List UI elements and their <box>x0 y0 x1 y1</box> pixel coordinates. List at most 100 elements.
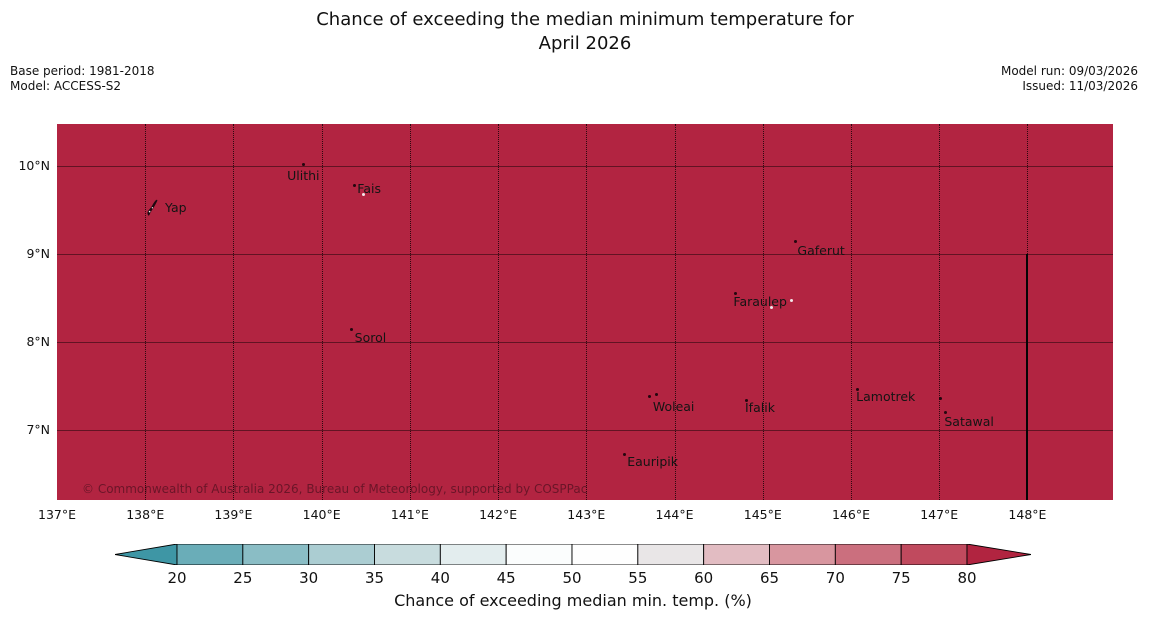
island-label: Satawal <box>944 413 994 429</box>
island-label: Woleai <box>652 399 695 415</box>
island-label: Faraulep <box>733 294 787 310</box>
longitude-gridline <box>409 124 411 500</box>
colorbar-segment <box>769 543 836 566</box>
colorbar-tick-label: 25 <box>233 569 253 587</box>
island-marker-dot <box>350 327 354 331</box>
state-boundary-line <box>1026 254 1029 500</box>
colorbar-segment <box>900 543 968 566</box>
island-marker-dot <box>352 184 356 188</box>
latitude-gridline <box>57 254 1113 256</box>
longitude-gridline <box>586 124 588 500</box>
longitude-tick-label: 144°E <box>655 507 694 522</box>
latitude-tick-label: 8°N <box>26 334 50 350</box>
longitude-tick-label: 139°E <box>214 507 253 522</box>
colorbar-segment <box>834 543 902 566</box>
longitude-tick-label: 147°E <box>920 507 959 522</box>
colorbar-segment <box>571 543 639 566</box>
colorbar-tick-label: 50 <box>562 569 582 587</box>
island-marker-dot <box>648 394 652 398</box>
colorbar-tick-label: 60 <box>694 569 714 587</box>
island-marker-dot <box>744 398 748 402</box>
latitude-gridline <box>57 166 1113 168</box>
island-label: Eauripik <box>627 454 678 470</box>
latitude-axis: 10°N 9°N 8°N 7°N <box>0 124 50 500</box>
islet-dot <box>655 392 659 396</box>
longitude-axis: 137°E 138°E 139°E 140°E 141°E 142°E 143°E 144°E… <box>38 507 1113 527</box>
island-label: Ifalik <box>745 400 775 416</box>
latitude-tick-label: 7°N <box>26 422 50 438</box>
islet-dot <box>361 192 365 196</box>
longitude-tick-label: 141°E <box>390 507 429 522</box>
longitude-tick-label: 146°E <box>831 507 870 522</box>
model-info: Base period: 1981-2018 Model: ACCESS-S2 <box>10 64 155 94</box>
colorbar-tick-label: 30 <box>299 569 319 587</box>
page-title: Chance of exceeding the median minimum t… <box>57 8 1113 56</box>
colorbar-segment <box>505 543 573 566</box>
copyright-text: © Commonwealth of Australia 2026, Bureau… <box>82 482 588 496</box>
longitude-gridline <box>145 124 147 500</box>
island-marker-dot <box>622 452 626 456</box>
islet-dot <box>770 305 774 309</box>
latitude-gridline <box>57 342 1113 344</box>
islet-dot <box>790 299 794 303</box>
island-marker-dot <box>793 240 797 244</box>
longitude-gridline <box>498 124 500 500</box>
colorbar <box>114 543 1032 566</box>
colorbar-segment <box>176 543 244 566</box>
longitude-tick-label: 142°E <box>479 507 518 522</box>
colorbar-right-arrow <box>966 543 1032 566</box>
latitude-tick-label: 10°N <box>18 158 50 174</box>
island-marker-dot <box>943 411 947 415</box>
colorbar-segment <box>308 543 375 566</box>
model-run-text: Model run: 09/03/2026 <box>1000 64 1138 78</box>
colorbar-tick-label: 40 <box>430 569 450 587</box>
yap-island-icon <box>147 199 158 216</box>
colorbar-tick-label: 45 <box>496 569 516 587</box>
title-line-1: Chance of exceeding the median minimum t… <box>316 9 854 30</box>
model-name-text: Model: ACCESS-S2 <box>10 79 122 93</box>
map-canvas: © Commonwealth of Australia 2026, Bureau… <box>57 124 1113 500</box>
longitude-gridline <box>321 124 323 500</box>
colorbar-tick-label: 65 <box>759 569 780 587</box>
island-marker-dot <box>733 291 737 295</box>
colorbar-segment <box>374 543 441 566</box>
longitude-tick-label: 140°E <box>302 507 341 522</box>
colorbar-tick-label: 20 <box>167 569 187 587</box>
issued-text: Issued: 11/03/2026 <box>1022 79 1138 93</box>
islet-dot <box>939 397 943 401</box>
longitude-tick-label: 143°E <box>567 507 606 522</box>
base-period-text: Base period: 1981-2018 <box>10 64 155 78</box>
colorbar-tick-label: 80 <box>957 569 977 587</box>
colorbar-left-arrow <box>114 543 178 566</box>
longitude-tick-label: 148°E <box>1008 507 1047 522</box>
longitude-tick-label: 138°E <box>126 507 165 522</box>
island-label: Sorol <box>354 330 387 346</box>
colorbar-tick-label: 75 <box>891 569 911 587</box>
island-label: Fais <box>357 180 381 196</box>
colorbar-label: Chance of exceeding median min. temp. (%… <box>394 591 752 610</box>
colorbar-ticks: 20 25 30 35 40 45 50 55 60 65 70 75 80 <box>115 569 1031 587</box>
colorbar-tick-label: 35 <box>364 569 385 587</box>
title-line-2: April 2026 <box>538 33 632 54</box>
island-label: Gaferut <box>797 242 845 258</box>
island-label: Lamotrek <box>856 389 916 405</box>
longitude-gridline <box>939 124 941 500</box>
longitude-tick-label: 137°E <box>37 507 77 522</box>
run-info: Model run: 09/03/2026 Issued: 11/03/2026 <box>1001 64 1138 94</box>
longitude-gridline <box>233 124 235 500</box>
island-marker-dot <box>855 387 859 391</box>
latitude-gridline <box>57 430 1113 432</box>
longitude-gridline <box>850 124 852 500</box>
colorbar-segment <box>242 543 310 566</box>
colorbar-tick-label: 70 <box>825 569 845 587</box>
longitude-gridline <box>674 124 676 500</box>
longitude-gridline <box>762 124 764 500</box>
colorbar-tick-label: 55 <box>628 569 648 587</box>
island-marker-dot <box>301 163 305 166</box>
longitude-tick-label: 145°E <box>743 507 782 522</box>
colorbar-segment <box>637 543 705 566</box>
colorbar-segment <box>703 543 770 566</box>
island-label: Yap <box>165 199 187 215</box>
colorbar-segment <box>439 543 507 566</box>
